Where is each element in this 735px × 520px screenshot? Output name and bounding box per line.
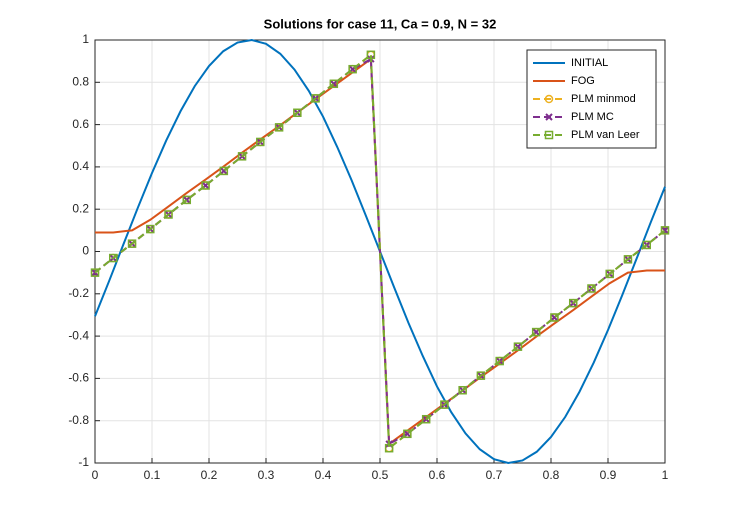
y-tick-label: 0.8: [72, 74, 89, 88]
x-tick-label: 0.9: [600, 468, 617, 482]
x-tick-label: 0.6: [429, 468, 446, 482]
marker: [201, 181, 210, 190]
x-tick-label: 0.8: [543, 468, 560, 482]
marker: [458, 385, 467, 395]
x-tick-label: 0.1: [144, 468, 161, 482]
x-tick-label: 0: [92, 468, 99, 482]
x-tick-label: 0.5: [372, 468, 389, 482]
legend-text: FOG: [571, 75, 595, 87]
marker: [237, 152, 247, 161]
legend-text: PLM van Leer: [571, 129, 640, 141]
marker: [544, 94, 554, 104]
marker: [164, 210, 173, 219]
marker: [642, 240, 652, 250]
marker: [531, 327, 541, 337]
y-tick-label: -0.2: [68, 286, 89, 300]
marker: [127, 239, 137, 248]
marker: [90, 268, 100, 277]
marker: [256, 137, 265, 147]
marker: [366, 50, 376, 60]
y-tick-label: 0.2: [72, 201, 89, 215]
marker: [660, 226, 670, 235]
axes-box: [94, 39, 666, 464]
marker: [384, 443, 394, 453]
y-tick-label: 0: [82, 244, 89, 258]
x-tick-label: 1: [662, 468, 669, 482]
marker: [146, 224, 155, 234]
marker: [274, 123, 284, 132]
x-tick-label: 0.7: [486, 468, 503, 482]
chart-title: Solutions for case 11, Ca = 0.9, N = 32: [264, 16, 497, 31]
x-tick-label: 0.4: [315, 468, 332, 482]
y-tick-label: -0.4: [68, 328, 89, 342]
marker: [550, 313, 559, 322]
marker: [495, 356, 504, 366]
marker: [440, 400, 449, 409]
marker: [311, 94, 320, 103]
marker: [544, 130, 554, 140]
legend-text: INITIAL: [571, 57, 608, 69]
marker: [568, 298, 578, 308]
x-tick-label: 0.3: [258, 468, 275, 482]
marker: [348, 64, 357, 74]
y-tick-label: -1: [78, 455, 89, 469]
marker: [605, 269, 614, 279]
marker: [403, 429, 412, 439]
marker: [219, 166, 229, 176]
legend-text: PLM minmod: [571, 93, 636, 105]
marker: [108, 253, 118, 263]
y-tick-label: 0.4: [72, 159, 89, 173]
marker: [545, 113, 553, 121]
y-tick-label: 1: [82, 32, 89, 46]
marker: [182, 195, 192, 205]
y-tick-label: 0.6: [72, 117, 89, 131]
y-tick-label: -0.8: [68, 413, 89, 427]
marker: [623, 255, 633, 264]
marker: [476, 371, 486, 380]
marker: [293, 108, 302, 118]
y-tick-label: -0.6: [68, 371, 89, 385]
marker: [513, 342, 523, 351]
marker: [587, 284, 596, 293]
x-tick-label: 0.2: [201, 468, 218, 482]
legend-text: PLM MC: [571, 111, 614, 123]
marker: [421, 414, 431, 424]
marker: [329, 79, 339, 89]
